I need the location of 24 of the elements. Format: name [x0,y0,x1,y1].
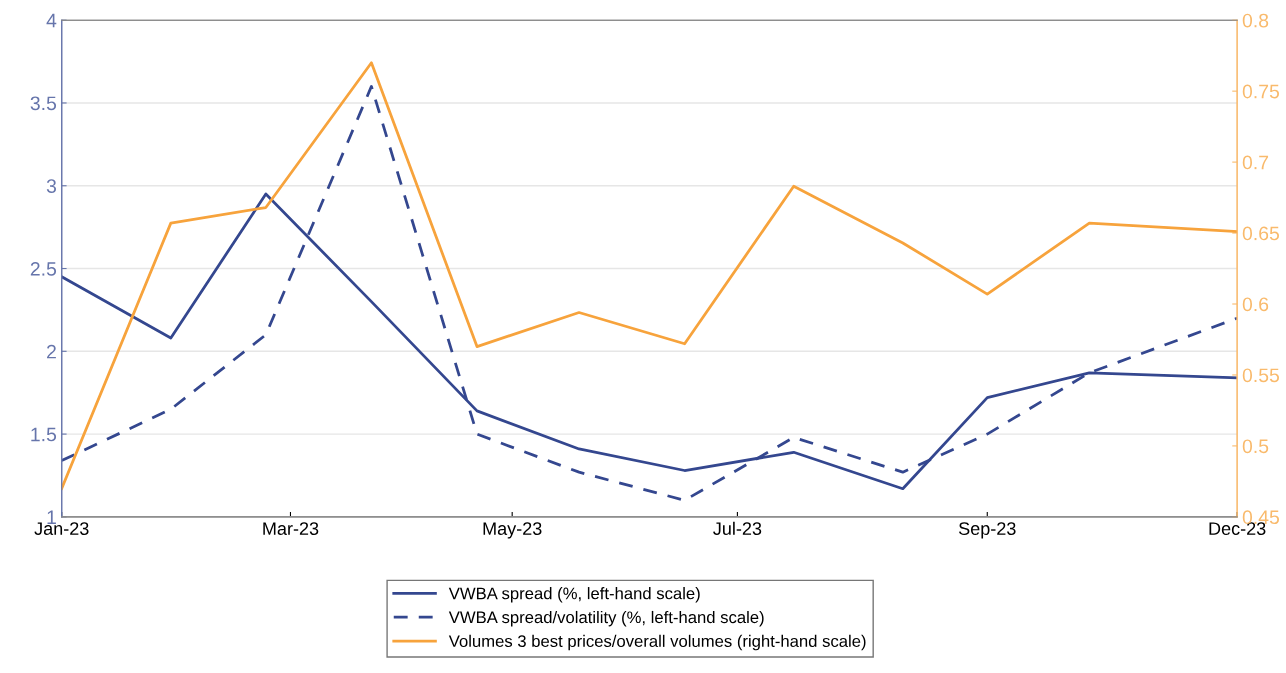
y-tick-label: 4 [46,13,57,28]
x-tick-label: May-23 [483,522,542,539]
y2-tick-label: 0.55 [1242,368,1280,383]
y2-tick-label: 0.65 [1242,226,1280,241]
y-tick-label: 3 [46,179,57,193]
y2-tick-label: 0.75 [1242,84,1280,99]
y-tick-label: 3.5 [30,96,57,111]
y2-tick-label: 0.6 [1242,297,1269,312]
y2-tick-label: 0.7 [1242,155,1269,170]
legend-label: VWBA spread (%, left-hand scale) [448,587,700,603]
legend-label: Volumes 3 best prices/overall volumes (right-hand scale) [448,634,866,651]
y2-tick-label: 0.8 [1242,13,1269,28]
y2-tick-label: 0.45 [1242,510,1280,525]
y-tick-label: 2 [47,344,56,359]
x-tick-label: Jul-23 [713,521,762,535]
y-tick-label: 2.5 [30,261,57,276]
x-tick-label: Dec-23 [1209,522,1266,535]
x-tick-label: Mar-23 [263,522,319,535]
y-tick-label: 1.5 [31,427,57,442]
y2-tick-label: 0.5 [1242,439,1269,454]
x-tick-label: Jan-23 [34,522,89,535]
y-tick-label: 1 [47,510,56,524]
legend-label: VWBA spread/volatility (%, left-hand scale) [448,610,764,627]
x-tick-label: Sep-23 [958,522,1016,539]
